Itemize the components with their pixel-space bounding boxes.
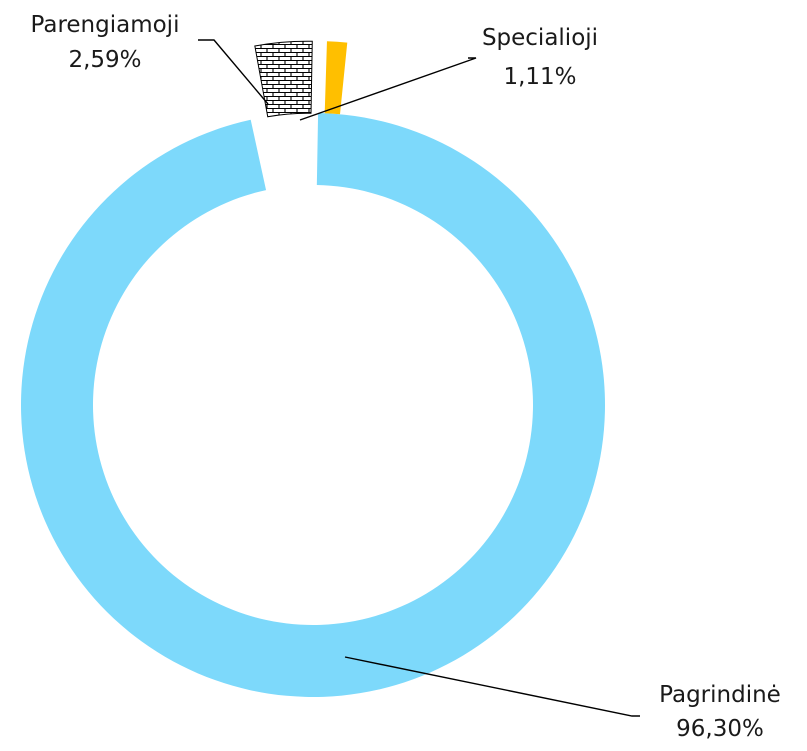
slice-label-value: 96,30% [676,716,764,742]
slice-label-value: 2,59% [68,47,141,73]
slice-label-name: Pagrindinė [659,682,781,708]
leader-line [344,656,640,717]
slice-pagrindin- [20,113,605,697]
slice-specialioji [324,41,348,115]
slice-label-name: Parengiamoji [31,12,180,38]
slice-label-name: Specialioji [482,25,598,51]
leader-line [299,57,477,121]
slice-parengiamoji [254,40,313,118]
slice-label-value: 1,11% [503,64,576,90]
leader-line [198,39,269,105]
